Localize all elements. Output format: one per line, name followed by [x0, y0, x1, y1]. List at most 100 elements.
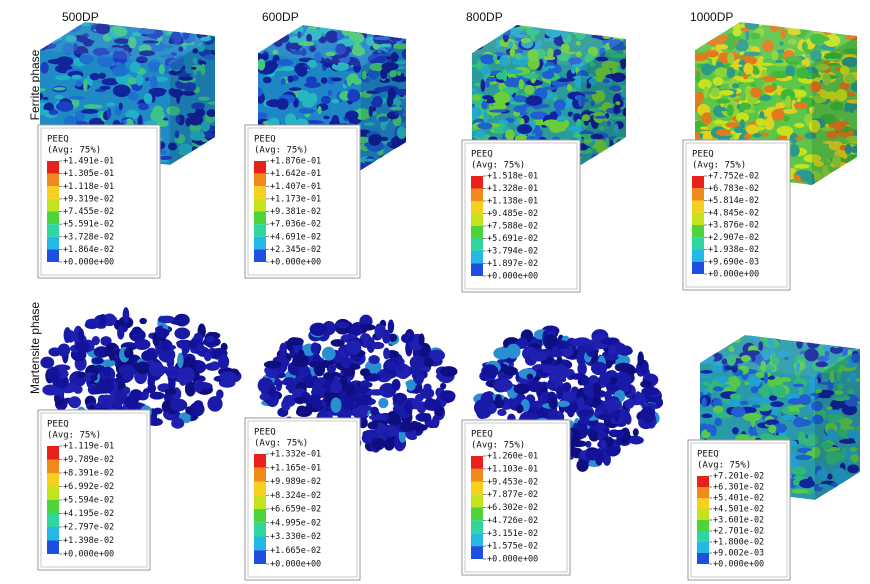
grain [416, 413, 432, 422]
legend-title: PEEQ [471, 150, 493, 160]
grain [368, 389, 385, 395]
strain-patch [71, 75, 82, 80]
strain-patch [601, 153, 610, 158]
strain-patch [99, 73, 106, 79]
color-bar-segment [697, 476, 709, 487]
strain-patch [606, 29, 620, 32]
color-bar-segment [692, 188, 704, 200]
strain-patch [606, 148, 617, 161]
strain-patch [700, 370, 713, 374]
color-bar-segment [471, 189, 483, 202]
strain-patch [276, 98, 288, 110]
grain [476, 408, 491, 419]
strain-patch [703, 389, 708, 395]
strain-patch [347, 89, 360, 102]
grain [585, 450, 601, 460]
strain-patch [798, 431, 806, 444]
strain-patch [751, 416, 755, 427]
strain-patch [567, 84, 572, 92]
strain-patch [796, 67, 809, 78]
legend-value: +0.000e+00 [270, 258, 321, 268]
legend-subtitle: (Avg: 75%) [47, 431, 101, 441]
legend-title: PEEQ [697, 450, 719, 460]
legend-value: +6.302e-02 [487, 503, 538, 513]
strain-patch [298, 108, 314, 114]
grain [346, 339, 361, 354]
grain [549, 397, 558, 409]
grain [405, 329, 414, 342]
legend-value: +6.659e-02 [270, 505, 321, 515]
color-bar-segment [47, 161, 59, 174]
strain-patch [729, 64, 743, 67]
strain-patch [550, 112, 558, 121]
strain-patch [713, 77, 724, 86]
legend-value: +3.151e-02 [487, 529, 538, 539]
legend-subtitle: (Avg: 75%) [697, 461, 751, 471]
strain-patch [759, 433, 774, 440]
grain [341, 400, 354, 409]
strain-patch [76, 80, 83, 87]
grain [481, 364, 498, 378]
strain-patch [150, 76, 158, 89]
color-bar-segment [692, 201, 704, 213]
strain-patch [790, 440, 798, 446]
color-bar-segment [471, 251, 483, 264]
strain-patch [472, 95, 481, 101]
strain-patch [93, 105, 103, 109]
strain-patch [38, 22, 44, 28]
strain-patch [81, 109, 98, 114]
strain-patch [43, 97, 49, 100]
strain-patch [849, 181, 862, 184]
color-bar-segment [692, 237, 704, 249]
strain-patch [182, 23, 199, 30]
strain-patch [834, 332, 848, 340]
legend-value: +1.800e-02 [713, 538, 764, 548]
strain-patch [43, 25, 58, 30]
strain-patch [616, 23, 624, 35]
strain-patch [719, 90, 734, 96]
grain [312, 398, 322, 409]
strain-patch [145, 77, 149, 81]
color-bar-segment [254, 237, 266, 250]
strain-patch [260, 24, 274, 29]
legend-value: +9.690e-03 [708, 257, 759, 267]
strain-patch [849, 479, 859, 491]
strain-patch [149, 88, 167, 95]
grain [578, 409, 593, 416]
strain-patch [761, 390, 770, 399]
strain-patch [703, 86, 708, 99]
strain-patch [793, 479, 799, 486]
legend-subtitle: (Avg: 75%) [471, 441, 525, 451]
strain-patch [791, 489, 808, 494]
legend-value: +4.845e-02 [708, 208, 759, 218]
strain-patch [700, 126, 710, 130]
color-bar-segment [47, 212, 59, 225]
legend-value: +7.201e-02 [713, 472, 764, 482]
color-bar-segment [47, 500, 59, 514]
strain-patch [792, 467, 807, 476]
color-bar-segment [692, 225, 704, 237]
strain-patch [749, 397, 761, 402]
grain [193, 400, 203, 410]
strain-patch [571, 66, 576, 74]
strain-patch [201, 154, 215, 162]
strain-patch [837, 335, 851, 343]
strain-patch [752, 133, 761, 137]
color-bar-segment [697, 509, 709, 520]
grain [268, 385, 277, 398]
color-bar-segment [47, 199, 59, 212]
grain [335, 322, 349, 328]
strain-patch [486, 77, 497, 82]
strain-patch [53, 87, 65, 90]
grain [310, 323, 327, 336]
legend-value: +9.485e-02 [487, 209, 538, 219]
strain-patch [847, 337, 862, 344]
strain-patch [692, 31, 703, 44]
grain [148, 383, 156, 393]
grain [384, 439, 395, 451]
strain-patch [764, 372, 769, 384]
strain-patch [703, 382, 710, 386]
strain-patch [318, 106, 322, 114]
strain-patch [161, 22, 168, 30]
strain-patch [554, 99, 566, 110]
